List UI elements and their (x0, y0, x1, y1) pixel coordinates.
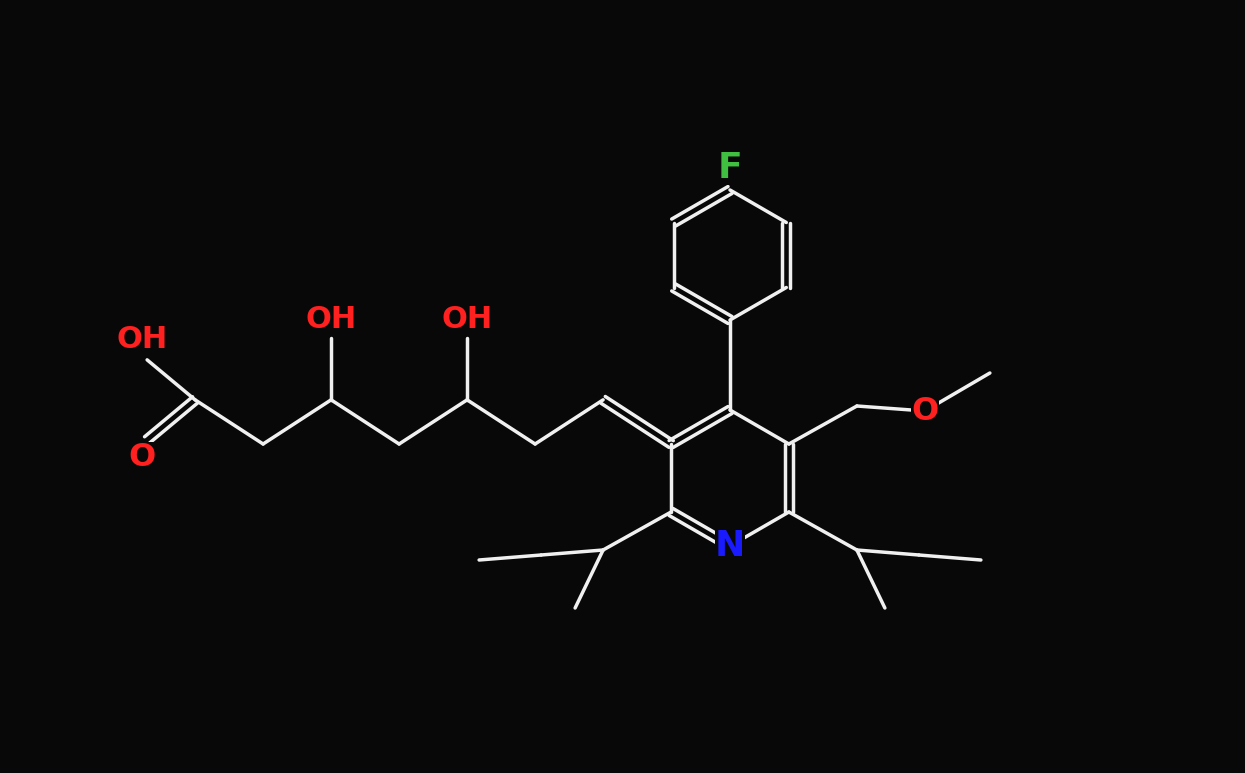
Text: O: O (128, 442, 156, 473)
Text: OH: OH (305, 305, 357, 335)
Text: OH: OH (442, 305, 493, 335)
Text: OH: OH (117, 325, 168, 354)
Text: O: O (911, 396, 939, 427)
Text: F: F (717, 151, 742, 185)
Text: N: N (715, 529, 746, 563)
